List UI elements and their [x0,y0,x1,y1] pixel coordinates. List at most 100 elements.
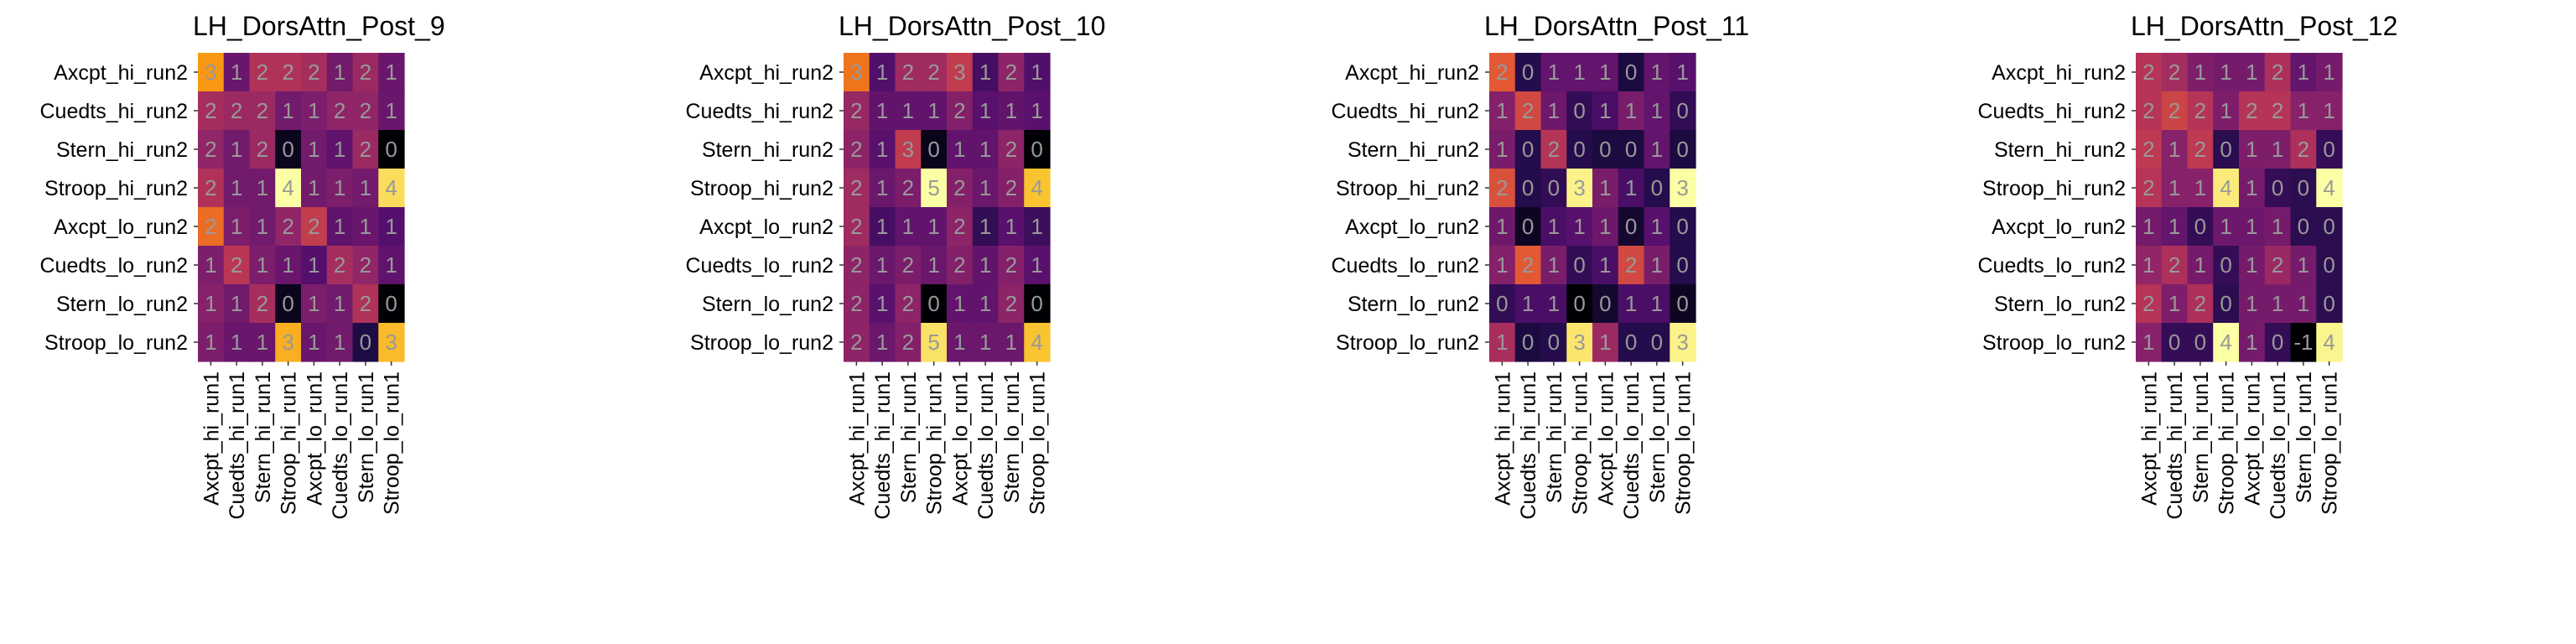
row-label: Stern_hi_run2 [1348,138,1479,162]
heatmap-panel: LH_DorsAttn_Post_93 1 2 2 2 1 2 12 2 2 1 1 2 2 12 1 2 0 1 1… [39,11,444,520]
heatmap-cell [1024,284,1051,324]
heatmap-cell [1644,207,1670,247]
heatmap-cell [2136,53,2163,92]
heatmap-cell [1566,246,1593,285]
cell-value-label: 1 [979,214,991,239]
heatmap-cell [198,207,225,247]
heatmap-cell [2136,246,2163,285]
heatmap-cell [2187,207,2214,247]
cell-value-label: 4 [2220,330,2231,355]
col-label: Axcpt_lo_run1 [1594,371,1618,506]
heatmap-cell [301,130,328,169]
heatmap-cell [844,91,870,131]
heatmap-cell [326,207,354,247]
heatmap-cell [998,246,1025,285]
heatmap-cell [1540,207,1567,247]
cell-value-label: 2 [2272,252,2283,278]
heatmap-cell [998,169,1025,208]
heatmap-cell [301,323,328,362]
heatmap-cell [1592,91,1619,131]
cell-value-label: 0 [1573,98,1585,123]
heatmap-cell [1489,323,1516,362]
heatmap-cell [2161,284,2189,324]
cell-value-label: 1 [1651,98,1663,123]
heatmap-cell [2316,169,2343,208]
cell-value-label: 2 [2194,137,2206,162]
cell-value-label: 3 [1676,330,1688,355]
cell-value-label: 3 [902,137,914,162]
panel-title: LH_DorsAttn_Post_9 [193,11,445,41]
row-label: Cuedts_lo_run2 [685,254,834,278]
cell-value-label: 1 [876,60,888,85]
heatmap-cell [2316,130,2343,169]
col-label: Stroop_lo_run1 [2319,371,2342,515]
heatmap-cell [1540,284,1567,324]
heatmap-cell [352,284,379,324]
cell-value-label: 1 [257,252,268,278]
cell-value-label: 0 [1599,291,1611,316]
cell-value-label: 1 [231,291,242,316]
heatmap-cell [2264,169,2292,208]
cell-value-label: 2 [282,214,293,239]
heatmap-cell [895,246,922,285]
row-label: Stern_hi_run2 [1994,138,2126,162]
heatmap-cell [1514,53,1542,92]
heatmap-cell [1592,246,1619,285]
cell-value-label: 2 [360,60,371,85]
cell-value-label: 4 [1031,175,1042,200]
heatmap-cell [301,169,328,208]
cell-value-label: 1 [1651,252,1663,278]
heatmap-cell [2213,53,2240,92]
heatmap-cell [2161,169,2189,208]
heatmap-cell [1592,207,1619,247]
cell-value-label: 1 [927,252,939,278]
col-label: Stern_lo_run1 [1646,371,1670,503]
heatmap-cell [947,53,974,92]
cell-value-label: 1 [334,330,345,355]
cell-value-label: 1 [2220,214,2231,239]
heatmap-cell [921,284,948,324]
heatmap-cell [1566,169,1593,208]
heatmap-cell [1670,323,1696,362]
cell-value-label: 2 [953,175,965,200]
cell-value-label: 2 [257,98,268,123]
heatmap-cell [998,323,1025,362]
cell-value-label: 0 [1573,137,1585,162]
heatmap-cell [326,323,354,362]
col-label: Cuedts_lo_run1 [2267,371,2290,520]
cell-value-label: 4 [1031,330,1042,355]
heatmap-cell [947,207,974,247]
heatmap-cell [198,169,225,208]
cell-value-label: 1 [2298,252,2309,278]
heatmap-cell [2213,169,2240,208]
heatmap-cell [1540,169,1567,208]
cell-value-label: 3 [850,60,862,85]
cell-value-label: 2 [2194,98,2206,123]
cell-value-label: 1 [927,98,939,123]
heatmap-cell [2187,53,2214,92]
heatmap-cell [895,130,922,169]
cell-value-label: 1 [979,330,991,355]
row-label: Axcpt_lo_run2 [1345,216,1479,239]
heatmap-cell [1024,246,1051,285]
row-label: Stroop_hi_run2 [1982,177,2126,200]
heatmap-cell [869,130,896,169]
cell-value-label: 1 [308,252,319,278]
heatmap-cell [1592,130,1619,169]
cell-value-label: 2 [850,214,862,239]
heatmap-cell [223,207,251,247]
cell-value-label: 3 [1573,175,1585,200]
cell-value-label: 2 [2142,175,2154,200]
heatmap-cell [972,284,1000,324]
cell-value-label: 2 [231,98,242,123]
heatmap-cell [844,130,870,169]
cell-value-label: 0 [385,137,397,162]
heatmap-cell [378,207,405,247]
heatmap-cell [2239,284,2266,324]
row-label: Stroop_hi_run2 [690,177,834,200]
heatmap-cell [2239,169,2266,208]
heatmap-cell [1514,207,1542,247]
cell-value-label: 2 [2168,252,2180,278]
heatmap-cell [869,323,896,362]
